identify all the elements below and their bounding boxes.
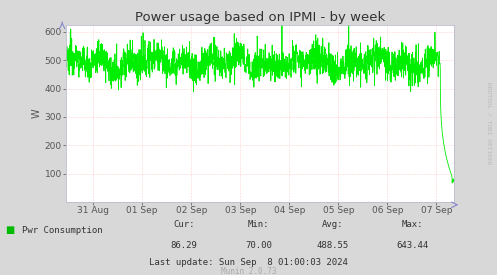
Text: 488.55: 488.55	[317, 241, 349, 249]
Text: Cur:: Cur:	[173, 220, 195, 229]
Text: RRDTOOL / TOBI OETIKER: RRDTOOL / TOBI OETIKER	[486, 82, 491, 165]
Text: ■: ■	[5, 225, 14, 235]
Y-axis label: W: W	[32, 109, 42, 118]
Text: Pwr Consumption: Pwr Consumption	[22, 226, 103, 235]
Text: Last update: Sun Sep  8 01:00:03 2024: Last update: Sun Sep 8 01:00:03 2024	[149, 258, 348, 266]
Text: 86.29: 86.29	[170, 241, 197, 249]
Text: 643.44: 643.44	[397, 241, 428, 249]
Text: Avg:: Avg:	[322, 220, 344, 229]
Title: Power usage based on IPMI - by week: Power usage based on IPMI - by week	[135, 10, 385, 24]
Text: 70.00: 70.00	[245, 241, 272, 249]
Text: Min:: Min:	[248, 220, 269, 229]
Text: Munin 2.0.73: Munin 2.0.73	[221, 267, 276, 275]
Text: Max:: Max:	[402, 220, 423, 229]
